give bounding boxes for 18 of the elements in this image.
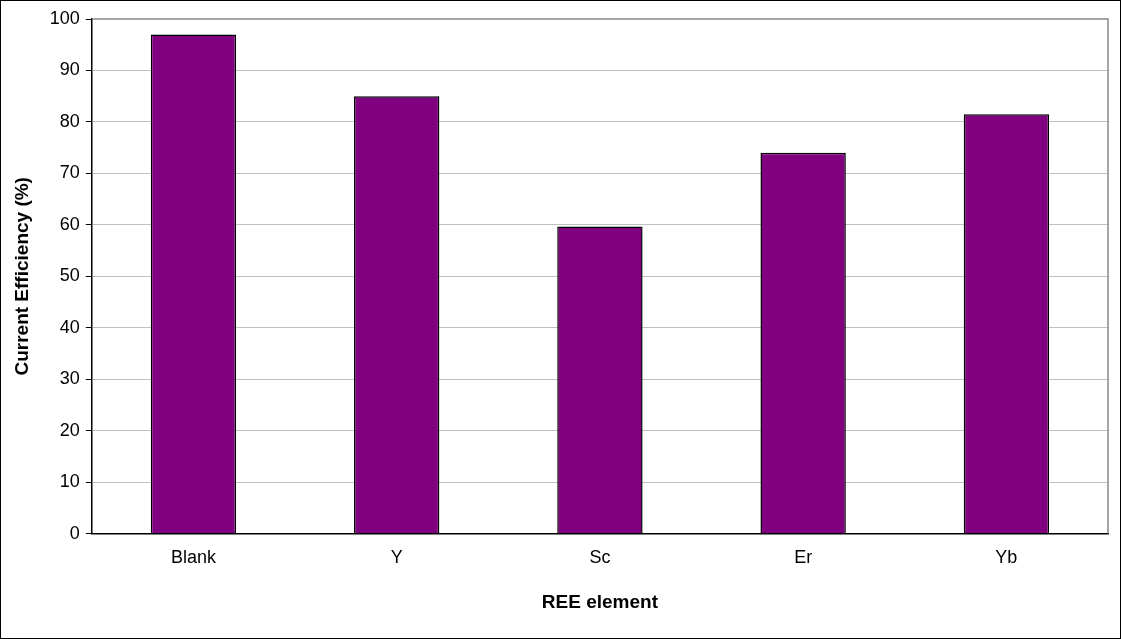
y-tick-label: 90	[59, 59, 80, 80]
y-tick-label: 50	[59, 265, 80, 286]
y-tick-label: 0	[69, 522, 80, 543]
y-tick-label: 70	[59, 162, 80, 183]
x-tick-label: Blank	[170, 547, 217, 568]
y-tick-label: 20	[59, 419, 80, 440]
x-axis-title: REE element	[541, 590, 659, 612]
x-tick-label: Y	[390, 547, 403, 568]
x-tick-label: Sc	[589, 547, 611, 568]
y-tick-label: 100	[49, 7, 80, 28]
y-tick-label: 60	[59, 213, 80, 234]
y-axis-title: Current Efficiency (%)	[10, 177, 32, 376]
y-tick-label: 30	[59, 368, 80, 389]
x-tick-label: Er	[794, 547, 813, 568]
y-tick-label: 40	[59, 316, 80, 337]
y-tick-label: 10	[59, 471, 80, 492]
x-tick-label: Yb	[995, 547, 1018, 568]
y-tick-label: 80	[59, 110, 80, 131]
